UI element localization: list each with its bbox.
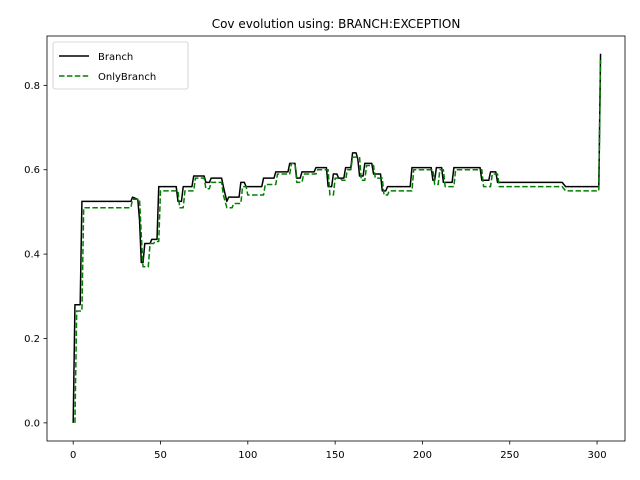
x-tick-label: 300 bbox=[588, 450, 607, 461]
y-tick-label: 0.2 bbox=[24, 334, 40, 345]
x-tick-label: 0 bbox=[70, 450, 76, 461]
x-tick-label: 150 bbox=[326, 450, 345, 461]
y-tick-label: 0.6 bbox=[24, 165, 40, 176]
series-line-branch bbox=[72, 53, 602, 423]
x-tick-label: 250 bbox=[500, 450, 519, 461]
plot-lines bbox=[72, 53, 602, 423]
x-tick-label: 50 bbox=[154, 450, 167, 461]
x-tick-label: 200 bbox=[413, 450, 432, 461]
y-tick-label: 0.8 bbox=[24, 81, 40, 92]
series-line-onlybranch bbox=[74, 60, 602, 423]
legend-label-branch: Branch bbox=[98, 52, 133, 63]
y-tick-label: 0.0 bbox=[24, 418, 40, 429]
legend-box bbox=[52, 41, 189, 90]
legend-label-onlybranch: OnlyBranch bbox=[98, 72, 156, 83]
x-axis-ticks: 0 50 100 150 200 250 300 bbox=[70, 441, 607, 461]
x-tick-label: 100 bbox=[238, 450, 257, 461]
y-tick-label: 0.4 bbox=[24, 250, 40, 261]
y-axis-ticks: 0.0 0.2 0.4 0.6 0.8 bbox=[24, 81, 47, 429]
plot-frame bbox=[46, 35, 626, 442]
legend: Branch OnlyBranch bbox=[52, 41, 189, 90]
chart-title: Cov evolution using: BRANCH:EXCEPTION bbox=[212, 17, 461, 31]
